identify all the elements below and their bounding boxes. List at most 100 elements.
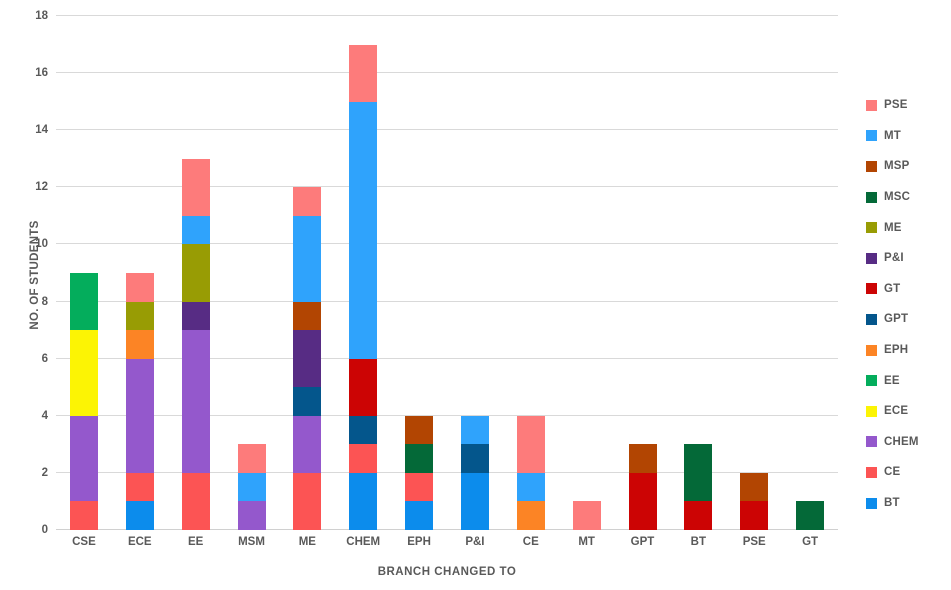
- legend-item-EPH[interactable]: EPH: [866, 335, 951, 366]
- bar-segment-EPH-MSC[interactable]: [405, 444, 434, 473]
- bar-PI[interactable]: [460, 16, 489, 530]
- y-tick-label-8: 8: [41, 295, 48, 308]
- bar-segment-EE-MT[interactable]: [181, 215, 210, 245]
- bar-segment-CHEM-GPT[interactable]: [349, 415, 378, 445]
- bar-segment-CHEM-MT[interactable]: [349, 101, 378, 359]
- bar-segment-ME-MSP[interactable]: [293, 301, 322, 331]
- bar-segment-CE-MT[interactable]: [516, 472, 545, 502]
- bar-segment-GPT-GT[interactable]: [628, 472, 657, 530]
- legend-swatch-icon: [866, 99, 877, 111]
- bar-segment-ME-CHEM[interactable]: [293, 415, 322, 473]
- bar-segment-PI-BT[interactable]: [460, 472, 489, 530]
- bar-segment-ME-CE[interactable]: [293, 472, 322, 530]
- bar-segment-EE-CE[interactable]: [181, 472, 210, 530]
- bar-segment-EE-ME[interactable]: [181, 244, 210, 302]
- bar-segment-CSE-ECE[interactable]: [69, 330, 98, 416]
- bar-CSE[interactable]: [69, 16, 98, 530]
- legend-item-CE[interactable]: CE: [866, 457, 951, 488]
- bar-segment-MSM-MT[interactable]: [237, 472, 266, 502]
- bar-GPT[interactable]: [628, 16, 657, 530]
- bar-segment-EPH-BT[interactable]: [405, 501, 434, 530]
- bar-segment-CHEM-BT[interactable]: [349, 472, 378, 530]
- bar-segment-ME-MT[interactable]: [293, 215, 322, 302]
- bar-EE[interactable]: [181, 16, 210, 530]
- bar-segment-CSE-CHEM[interactable]: [69, 415, 98, 502]
- bar-segment-ECE-EPH[interactable]: [125, 330, 154, 359]
- bar-segment-ME-PI[interactable]: [293, 330, 322, 388]
- legend-item-ECE[interactable]: ECE: [866, 396, 951, 427]
- x-tick-label-PI: P&I: [465, 536, 485, 548]
- legend-swatch-icon: [866, 344, 877, 356]
- bar-segment-ECE-CHEM[interactable]: [125, 358, 154, 473]
- x-tick-label-CE: CE: [522, 536, 539, 548]
- legend-swatch-icon: [866, 313, 877, 325]
- bar-segment-PI-GPT[interactable]: [460, 444, 489, 473]
- bar-segment-MT-PSE[interactable]: [572, 501, 601, 530]
- bar-segment-CSE-CE[interactable]: [69, 501, 98, 530]
- legend-item-GT[interactable]: GT: [866, 274, 951, 305]
- bar-CE[interactable]: [516, 16, 545, 530]
- legend-item-MT[interactable]: MT: [866, 121, 951, 152]
- bar-segment-ECE-PSE[interactable]: [125, 273, 154, 302]
- y-tick-label-14: 14: [35, 124, 48, 137]
- bar-segment-PI-MT[interactable]: [460, 415, 489, 445]
- bar-BT[interactable]: [684, 16, 713, 530]
- bar-ECE[interactable]: [125, 16, 154, 530]
- bar-segment-BT-GT[interactable]: [684, 501, 713, 530]
- bar-segment-CHEM-PSE[interactable]: [349, 44, 378, 102]
- bar-segment-EE-CHEM[interactable]: [181, 330, 210, 473]
- bar-GT[interactable]: [796, 16, 825, 530]
- bar-segment-CE-EPH[interactable]: [516, 501, 545, 530]
- bar-segment-MSM-PSE[interactable]: [237, 444, 266, 473]
- legend-item-CHEM[interactable]: CHEM: [866, 427, 951, 458]
- bar-segment-ECE-ME[interactable]: [125, 301, 154, 331]
- bar-segment-CE-PSE[interactable]: [516, 415, 545, 473]
- bar-segment-ECE-BT[interactable]: [125, 501, 154, 530]
- bar-segment-EPH-CE[interactable]: [405, 472, 434, 502]
- bar-EPH[interactable]: [405, 16, 434, 530]
- bar-segment-PSE-GT[interactable]: [740, 501, 769, 530]
- legend-item-GPT[interactable]: GPT: [866, 304, 951, 335]
- legend-item-ME[interactable]: ME: [866, 212, 951, 243]
- bar-CHEM[interactable]: [349, 16, 378, 530]
- bar-segment-ECE-CE[interactable]: [125, 472, 154, 502]
- bar-PSE[interactable]: [740, 16, 769, 530]
- bar-segment-EE-PI[interactable]: [181, 301, 210, 331]
- x-tick-label-GPT: GPT: [630, 536, 655, 548]
- bar-segment-EE-PSE[interactable]: [181, 158, 210, 216]
- legend-swatch-icon: [866, 191, 877, 203]
- bar-segment-GPT-MSP[interactable]: [628, 444, 657, 473]
- y-tick-label-6: 6: [41, 352, 48, 365]
- bar-segment-CHEM-GT[interactable]: [349, 358, 378, 416]
- bar-MT[interactable]: [572, 16, 601, 530]
- bar-segment-PSE-MSP[interactable]: [740, 472, 769, 502]
- legend-item-BT[interactable]: BT: [866, 488, 951, 519]
- legend-item-EE[interactable]: EE: [866, 365, 951, 396]
- bar-MSM[interactable]: [237, 16, 266, 530]
- bar-segment-MSM-CHEM[interactable]: [237, 501, 266, 530]
- bar-segment-GT-MSC[interactable]: [796, 501, 825, 530]
- legend-item-PI[interactable]: P&I: [866, 243, 951, 274]
- bar-segment-CHEM-CE[interactable]: [349, 444, 378, 473]
- legend-label: CHEM: [884, 435, 919, 448]
- x-tick-label-BT: BT: [690, 536, 707, 548]
- bar-segment-BT-MSC[interactable]: [684, 444, 713, 502]
- bar-segment-ME-GPT[interactable]: [293, 387, 322, 416]
- legend-label: GPT: [884, 313, 909, 326]
- bar-ME[interactable]: [293, 16, 322, 530]
- legend-item-MSP[interactable]: MSP: [866, 151, 951, 182]
- bar-segment-CSE-EE[interactable]: [69, 273, 98, 331]
- legend-label: MSP: [884, 160, 910, 173]
- gridline-18: [56, 15, 838, 16]
- bar-segment-ME-PSE[interactable]: [293, 187, 322, 216]
- gridline-14: [56, 129, 838, 131]
- x-tick-label-ECE: ECE: [127, 536, 152, 548]
- bar-segment-EPH-MSP[interactable]: [405, 415, 434, 445]
- x-axis-title: BRANCH CHANGED TO: [377, 566, 517, 578]
- chart-legend: PSE MT MSP MSC ME P&I GT GPT EPH EE ECE CHEM CE BT: [866, 90, 951, 518]
- y-tick-label-2: 2: [41, 466, 48, 479]
- gridline-12: [56, 186, 838, 188]
- legend-item-PSE[interactable]: PSE: [866, 90, 951, 121]
- legend-item-MSC[interactable]: MSC: [866, 182, 951, 213]
